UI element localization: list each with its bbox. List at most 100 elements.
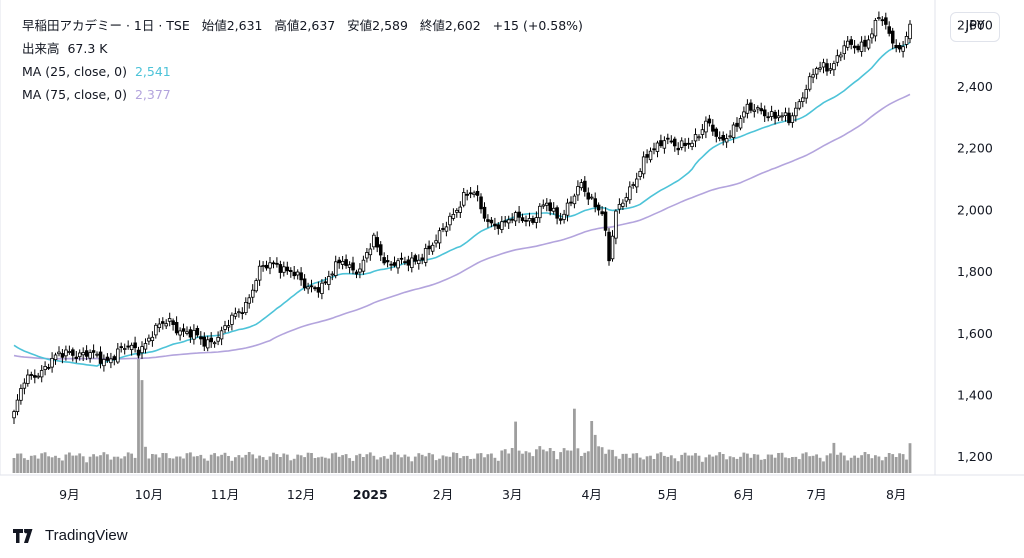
- volume-bar: [818, 457, 822, 473]
- candle-body: [520, 217, 525, 222]
- price-axis: 2,600 2,400 2,200 2,000 1,800 1,600 1,400 1,200: [957, 17, 993, 464]
- candle-body: [891, 30, 895, 44]
- volume-bar: [538, 446, 542, 473]
- volume-bar: [227, 456, 230, 473]
- volume-bar: [57, 457, 61, 473]
- candle-body: [804, 89, 809, 99]
- legend-ma75-row[interactable]: MA (75, close, 0) 2,377: [22, 83, 583, 106]
- volume-bar: [649, 455, 652, 473]
- volume-bar: [849, 457, 853, 473]
- candle-body: [607, 231, 611, 262]
- volume-bar: [265, 459, 268, 473]
- candle-body: [123, 348, 127, 350]
- candle-body: [635, 178, 639, 188]
- volume-bar: [420, 454, 424, 473]
- volume-bar: [223, 452, 227, 473]
- volume-bar: [68, 452, 71, 473]
- volume-bar: [251, 454, 255, 473]
- volume-bar: [638, 457, 642, 473]
- symbol-title[interactable]: 早稲田アカデミー · 1日 · TSE: [22, 18, 190, 33]
- candle-body: [444, 226, 449, 232]
- candle-body: [759, 108, 764, 112]
- price-tick-label: 2,200: [957, 141, 993, 156]
- candle-body: [226, 325, 231, 328]
- volume-bar: [324, 457, 327, 473]
- legend-volume-row[interactable]: 出来高 67.3 K: [22, 37, 583, 60]
- candle-body: [12, 411, 16, 419]
- volume-bar: [714, 455, 718, 473]
- volume-bar: [61, 460, 64, 473]
- candle-body: [382, 257, 386, 264]
- candle-body: [299, 272, 303, 281]
- volume-bar: [337, 456, 341, 473]
- volume-label: 出来高: [22, 41, 60, 56]
- candle-body: [718, 136, 722, 139]
- candle-body: [787, 112, 791, 124]
- volume-bar: [216, 456, 220, 473]
- candle-body: [852, 45, 857, 49]
- volume-bar: [140, 380, 144, 473]
- volume-bar: [99, 455, 102, 473]
- volume-bar: [642, 459, 645, 473]
- candle-body: [230, 314, 234, 325]
- candle-body: [704, 120, 708, 133]
- volume-bar: [71, 455, 75, 473]
- ma25-line: [13, 41, 911, 367]
- candle-body: [33, 375, 37, 378]
- candle-body: [783, 112, 788, 117]
- candle-body: [583, 180, 587, 192]
- candle-body: [794, 107, 798, 117]
- volume-bar: [645, 456, 649, 473]
- tradingview-logo[interactable]: TradingView: [13, 527, 128, 544]
- candle-body: [735, 122, 739, 127]
- volume-bar: [202, 458, 206, 473]
- volume-bar: [112, 456, 116, 473]
- candle-body: [569, 201, 573, 204]
- candle-body: [78, 352, 82, 358]
- candle-body: [711, 124, 715, 132]
- candle-body: [828, 68, 833, 71]
- candle-body: [676, 147, 681, 151]
- candle-body: [496, 224, 501, 229]
- volume-bar: [133, 457, 137, 473]
- volume-bar: [611, 449, 614, 473]
- candle-body: [697, 136, 701, 139]
- time-tick-label: 3月: [502, 487, 522, 502]
- volume-bar: [334, 452, 338, 473]
- candle-body: [904, 36, 909, 45]
- volume-bar: [739, 456, 742, 473]
- candle-body: [659, 140, 663, 147]
- candle-body: [67, 351, 72, 353]
- volume-bar: [483, 457, 486, 473]
- candle-body: [493, 223, 497, 227]
- candle-body: [147, 337, 151, 342]
- candle-body: [801, 97, 805, 103]
- volume-bar: [33, 455, 37, 473]
- currency-button[interactable]: JPY: [950, 12, 1000, 42]
- candle-body: [866, 39, 871, 49]
- volume-bar: [836, 454, 839, 473]
- candle-body: [64, 349, 68, 357]
- volume-bar: [604, 453, 607, 473]
- candle-body: [870, 33, 874, 39]
- volume-bar: [784, 457, 787, 473]
- legend-ma25-row[interactable]: MA (25, close, 0) 2,541: [22, 60, 583, 83]
- volume-bar: [877, 456, 881, 473]
- volume-bar: [116, 456, 120, 473]
- candle-body: [389, 263, 393, 266]
- candle-body: [714, 128, 719, 137]
- candle-body: [652, 148, 656, 151]
- volume-bar: [92, 454, 95, 473]
- volume-bar: [528, 452, 531, 473]
- volume-bar: [891, 454, 895, 473]
- candle-body: [472, 192, 476, 196]
- candle-body: [240, 312, 245, 315]
- volume-bar: [486, 454, 490, 473]
- candle-body: [278, 264, 283, 273]
- volume-bar: [386, 458, 389, 473]
- volume-bar: [407, 456, 410, 473]
- candle-body: [731, 124, 736, 139]
- candle-body: [46, 366, 51, 369]
- volume-bar: [36, 458, 40, 473]
